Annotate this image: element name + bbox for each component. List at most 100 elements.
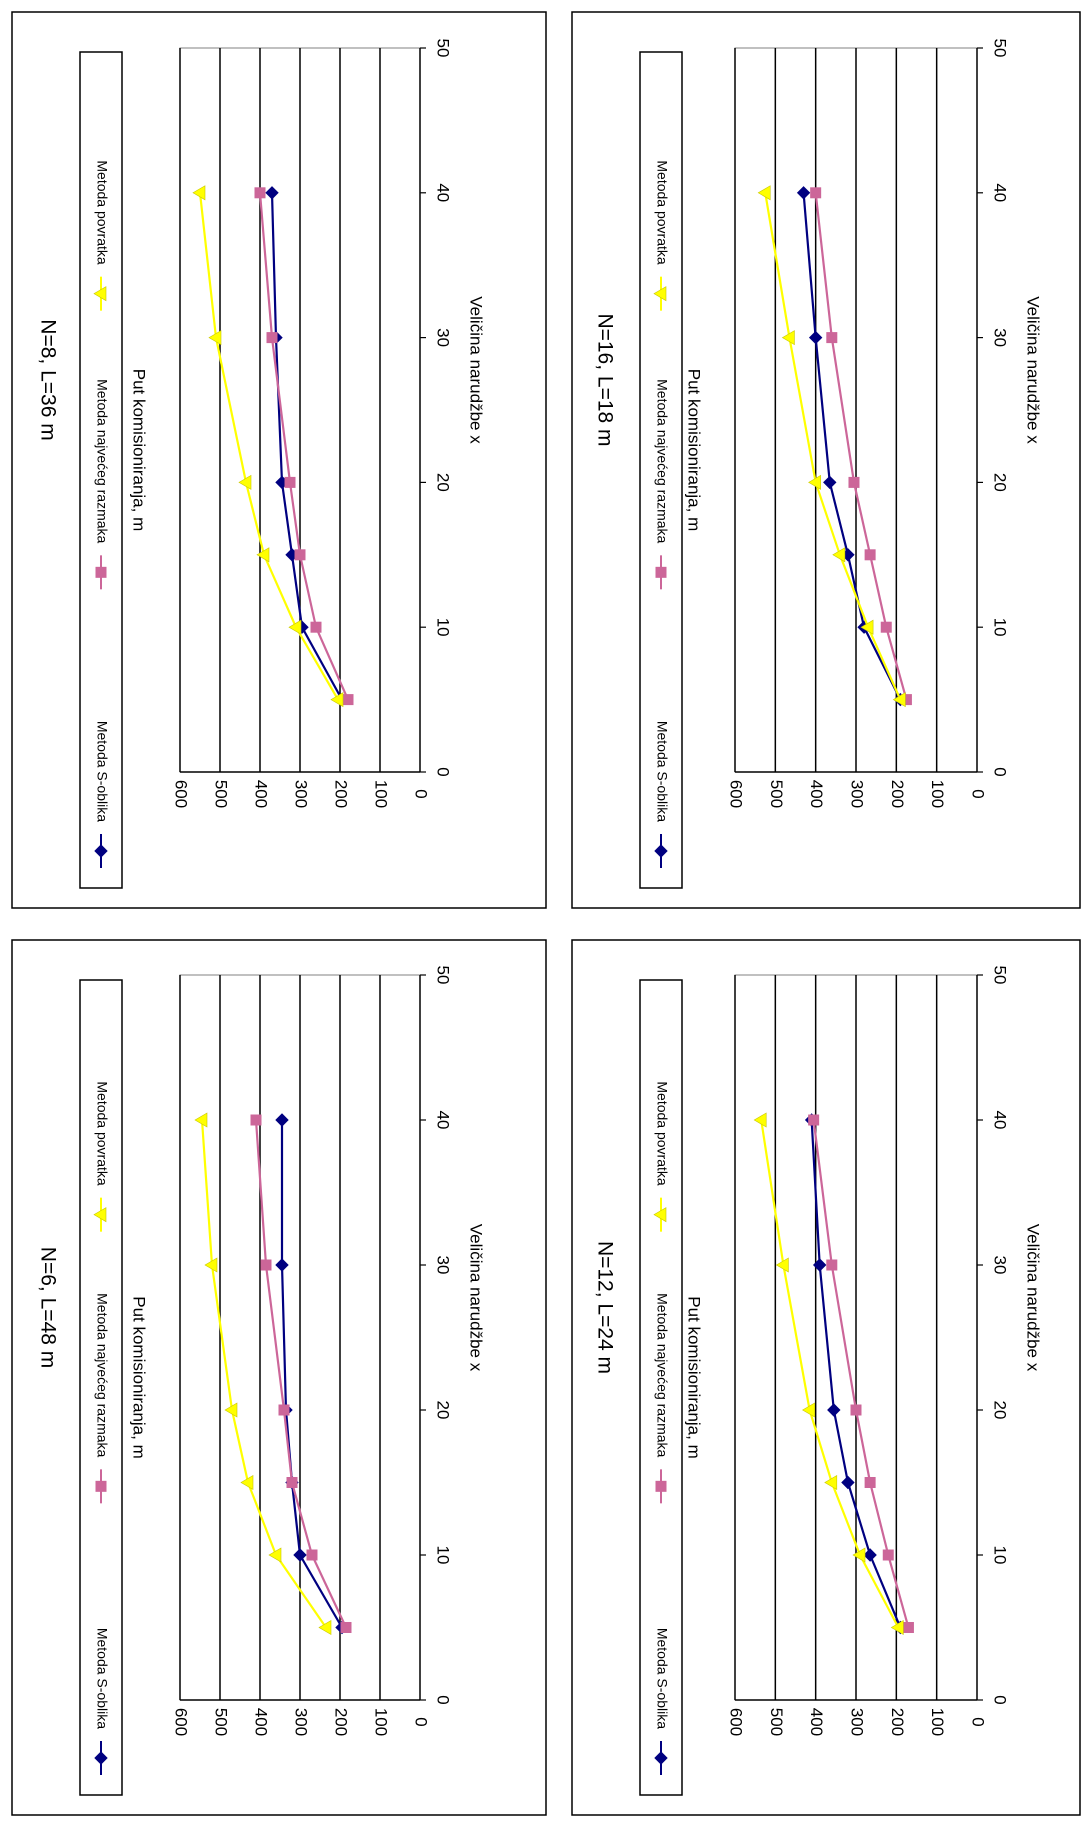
x-tick-label: 30 <box>434 1256 453 1275</box>
chart-title: N=12, L=24 m <box>593 1241 616 1374</box>
x-tick-label: 30 <box>991 1256 1010 1275</box>
x-tick-label: 0 <box>434 1695 453 1704</box>
data-point <box>250 1114 262 1126</box>
chart-title: N=6, L=48 m <box>36 1247 59 1368</box>
x-axis-title: Veličina narudžbe x <box>467 296 486 444</box>
y-tick-label: 100 <box>928 1708 947 1736</box>
data-point <box>864 549 876 561</box>
data-point <box>848 476 860 488</box>
y-tick-label: 600 <box>727 1708 746 1736</box>
legend-label: Metoda povratka <box>654 1081 670 1185</box>
y-tick-label: 300 <box>292 780 311 808</box>
y-tick-label: 200 <box>332 780 351 808</box>
series-line-2 <box>254 1119 347 1628</box>
x-tick-label: 30 <box>991 328 1010 347</box>
y-tick-label: 500 <box>212 780 231 808</box>
y-tick-label: 400 <box>252 1708 271 1736</box>
data-point <box>208 330 222 346</box>
x-tick-label: 0 <box>991 767 1010 776</box>
data-point <box>810 187 822 199</box>
series-line-1 <box>802 192 902 701</box>
series-line-3 <box>198 192 339 701</box>
x-tick-label: 10 <box>991 1546 1010 1565</box>
data-point <box>254 187 266 199</box>
legend-marker <box>655 1480 667 1492</box>
chart-title: N=8, L=36 m <box>36 319 59 440</box>
data-point <box>268 1547 282 1563</box>
y-tick-label: 0 <box>412 789 431 798</box>
legend-marker <box>95 1480 107 1492</box>
y-axis-title: Put komisioniranja, m <box>130 1296 149 1459</box>
data-point <box>238 474 252 490</box>
legend-marker <box>655 566 667 578</box>
y-tick-label: 400 <box>807 780 826 808</box>
data-point <box>823 475 837 490</box>
y-tick-label: 600 <box>172 780 191 808</box>
legend-marker <box>93 286 107 302</box>
y-tick-label: 200 <box>888 1708 907 1736</box>
x-tick-label: 0 <box>991 1695 1010 1704</box>
data-point <box>890 1619 904 1636</box>
x-tick-label: 20 <box>434 1401 453 1420</box>
y-tick-label: 0 <box>969 789 988 798</box>
data-point <box>902 1622 914 1633</box>
x-tick-label: 30 <box>434 328 453 347</box>
x-tick-label: 40 <box>434 183 453 202</box>
x-tick-label: 40 <box>991 183 1010 202</box>
y-tick-label: 200 <box>888 780 907 808</box>
legend-marker <box>653 286 667 302</box>
data-point <box>863 1548 877 1562</box>
data-point <box>192 185 206 201</box>
y-tick-label: 100 <box>928 780 947 808</box>
data-point <box>330 692 344 708</box>
data-point <box>796 186 811 200</box>
legend-label: Metoda najvećeg razmaka <box>94 1293 110 1457</box>
y-tick-label: 500 <box>767 780 786 808</box>
x-tick-label: 50 <box>991 39 1010 58</box>
data-point <box>882 1549 894 1561</box>
data-point <box>826 1259 838 1271</box>
x-tick-label: 50 <box>991 966 1010 985</box>
data-point <box>260 1259 272 1271</box>
data-point <box>204 1257 218 1273</box>
series-line-3 <box>200 1119 327 1629</box>
legend-label: Metoda najvećeg razmaka <box>654 1293 670 1457</box>
data-point <box>802 1402 815 1418</box>
y-tick-label: 100 <box>372 780 391 808</box>
x-tick-label: 50 <box>434 966 453 985</box>
legend-marker <box>654 844 668 858</box>
series-line-1 <box>270 192 343 701</box>
x-tick-label: 10 <box>991 618 1010 637</box>
data-point <box>880 621 892 633</box>
y-tick-label: 0 <box>969 1717 988 1726</box>
y-tick-label: 500 <box>212 1708 231 1736</box>
chart-panel-1: 0 100 200 300 400 500 600 0 10 20 30 40 50 Put komisi… <box>11 939 547 1816</box>
data-point <box>850 1404 862 1416</box>
y-axis-title: Put komisioniranja, m <box>685 369 704 532</box>
legend-label: Metoda najvećeg razmaka <box>654 379 670 543</box>
legend-box <box>639 51 683 889</box>
data-point <box>753 1112 767 1128</box>
legend-marker <box>654 1751 668 1765</box>
legend-marker <box>94 844 108 858</box>
data-point <box>194 1112 208 1128</box>
data-point <box>832 547 846 563</box>
x-tick-label: 50 <box>434 39 453 58</box>
data-point <box>275 1258 289 1272</box>
legend-label: Metoda S-oblika <box>94 721 110 822</box>
y-tick-label: 600 <box>727 780 746 808</box>
legend-label: Metoda povratka <box>94 160 110 264</box>
data-point <box>256 547 270 563</box>
x-tick-label: 20 <box>991 1401 1010 1420</box>
legend-box <box>79 979 123 1796</box>
data-point <box>318 1619 332 1636</box>
data-point <box>224 1402 238 1418</box>
data-point <box>852 1547 866 1563</box>
y-tick-label: 300 <box>292 1708 311 1736</box>
y-tick-label: 300 <box>848 1708 867 1736</box>
legend-box <box>79 51 123 889</box>
data-point <box>757 185 771 201</box>
y-tick-label: 600 <box>172 1708 191 1736</box>
legend-marker <box>94 1751 108 1765</box>
data-point <box>266 332 278 344</box>
